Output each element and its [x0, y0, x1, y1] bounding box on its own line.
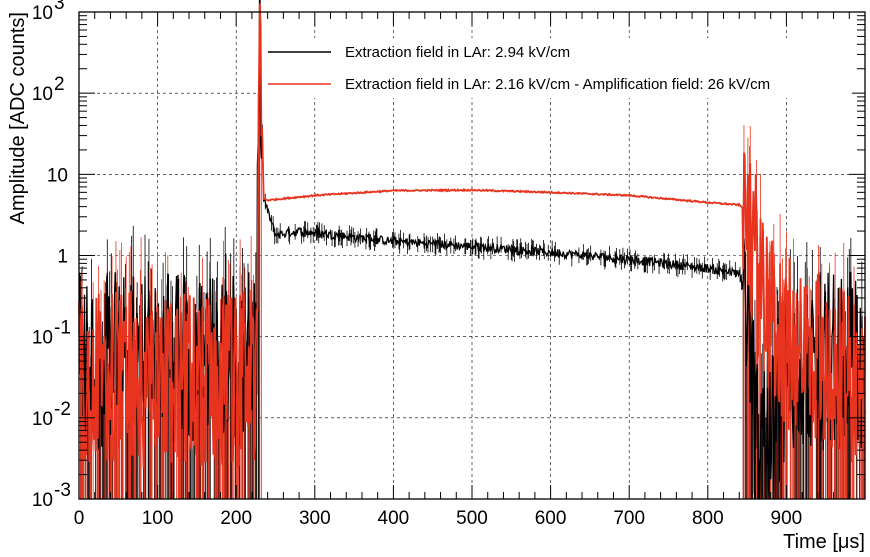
tick-labels: 0 100 200 300 400 500 600 700 800 90010-310-210-1… [32, 0, 802, 529]
x-tick-label: 400 [378, 508, 410, 529]
y-tick-exponent: 2 [54, 74, 65, 95]
y-tick-label: 10 [32, 328, 53, 349]
y-tick-exponent: -1 [54, 318, 71, 339]
legend-label-red: Extraction field in LAr: 2.16 kV/cm - Am… [345, 76, 770, 93]
y-tick-label: 10 [32, 490, 53, 511]
x-tick-label: 200 [220, 508, 252, 529]
y-tick-exponent: -2 [54, 399, 71, 420]
legend: Extraction field in LAr: 2.94 kV/cm Extr… [262, 38, 852, 98]
y-tick-exponent: 3 [54, 0, 65, 14]
axis-ticks [78, 12, 866, 500]
y-tick-label: 10 [47, 165, 68, 186]
y-axis-title: Amplitude [ADC counts] [7, 12, 29, 224]
y-tick-exponent: -3 [54, 480, 71, 501]
x-tick-label: 0 [74, 508, 85, 529]
y-tick-label: 1 [57, 247, 68, 268]
series-line-red [78, 3, 866, 468]
x-tick-label: 100 [142, 508, 174, 529]
y-tick-label: 10 [32, 84, 53, 105]
series-lines [78, 0, 866, 500]
x-tick-label: 900 [771, 508, 803, 529]
x-tick-label: 600 [535, 508, 567, 529]
x-tick-label: 300 [299, 508, 331, 529]
y-tick-label: 10 [32, 3, 53, 24]
x-tick-label: 800 [692, 508, 724, 529]
legend-label-black: Extraction field in LAr: 2.94 kV/cm [345, 44, 570, 61]
x-tick-label: 500 [456, 508, 488, 529]
y-tick-label: 10 [32, 409, 53, 430]
legend-background [262, 38, 852, 98]
x-tick-label: 700 [613, 508, 645, 529]
x-axis-title: Time [μs] [783, 531, 865, 553]
